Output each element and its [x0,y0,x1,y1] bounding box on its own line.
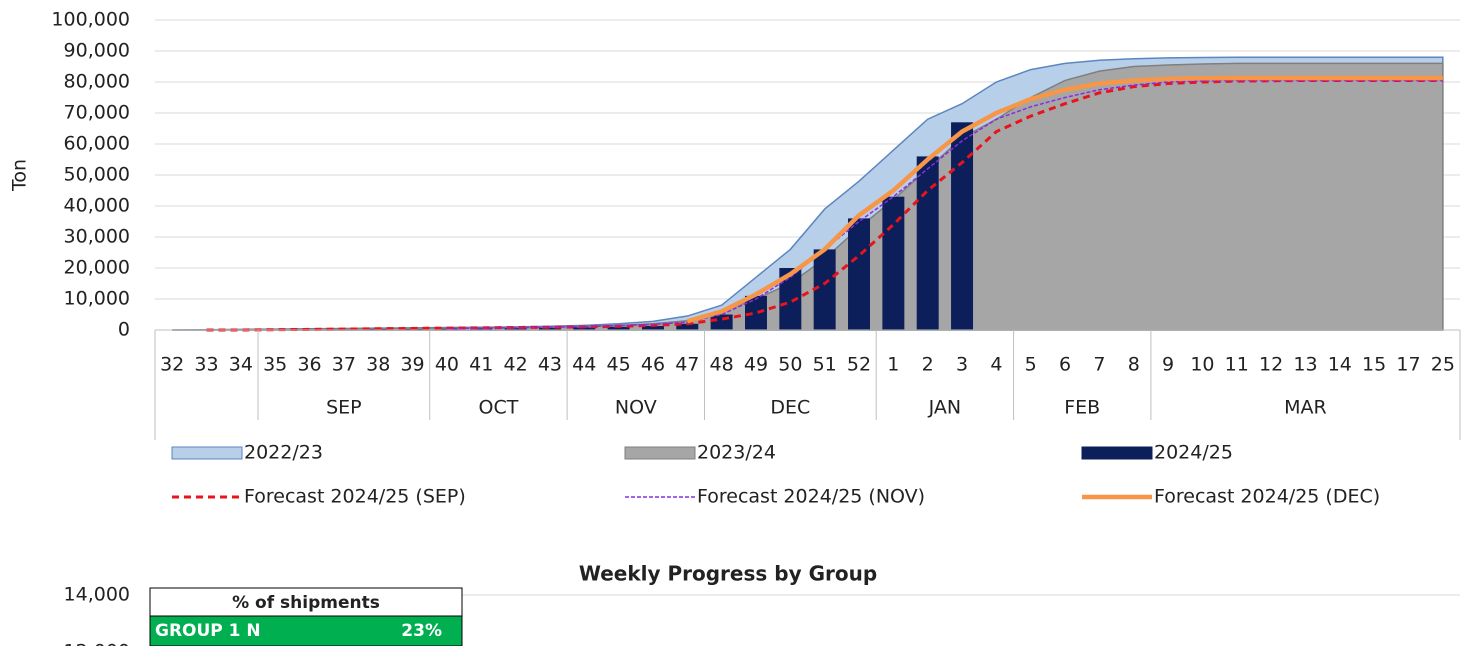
line [206,78,1443,332]
x-tick-label: 9 [1162,354,1174,376]
bar [607,326,630,330]
x-tick-label: 7 [1093,354,1105,376]
group-label: OCT [479,397,519,419]
legend-swatch [171,446,243,460]
x-tick-label: 3 [956,354,968,376]
x-tick-label: 25 [1431,354,1455,376]
x-tick-label: 50 [778,354,802,376]
y-tick-label: 100,000 [51,9,130,31]
legend-swatch [1081,446,1153,460]
x-tick-label: 35 [263,354,287,376]
chart-title: Weekly Progress by Group [579,562,877,586]
x-tick-label: 47 [675,354,699,376]
x-tick-label: 39 [400,354,424,376]
bar [676,323,699,330]
x-tick-label: 4 [990,354,1002,376]
legend-label: 2022/23 [244,442,323,464]
y-tick-label: 10,000 [64,288,130,310]
table-cell: 23% [401,621,442,641]
group-label: DEC [770,397,810,419]
bar [882,196,905,330]
group-label: NOV [615,397,657,419]
bar [848,218,871,330]
x-tick-label: 42 [503,354,527,376]
x-tick-label: 14 [1328,354,1352,376]
y-tick-label: 30,000 [64,226,130,248]
x-tick-label: 2 [922,354,934,376]
area [172,62,1444,331]
y-tick-label: 20,000 [64,257,130,279]
group-label: FEB [1064,397,1100,419]
legend-label: Forecast 2024/25 (SEP) [244,486,466,508]
x-tick-label: 44 [572,354,596,376]
table-row [149,615,463,646]
y-tick-label: 90,000 [64,40,130,62]
x-tick-label: 5 [1025,354,1037,376]
x-tick-label: 51 [813,354,837,376]
legend-label: 2024/25 [1154,442,1233,464]
x-tick-label: 34 [229,354,253,376]
group-label: SEP [326,397,362,419]
x-tick-label: 46 [641,354,665,376]
x-tick-label: 32 [160,354,184,376]
x-tick-label: 48 [710,354,734,376]
x-tick-label: 6 [1059,354,1071,376]
y-tick-label: 0 [118,319,130,341]
bar [538,327,561,330]
legend-label: Forecast 2024/25 (NOV) [697,486,925,508]
x-tick-label: 37 [332,354,356,376]
bar [779,268,802,330]
y-tick-label: 60,000 [64,133,130,155]
bar [744,295,767,330]
y-tick-label: 12,000 [64,641,130,646]
line [686,75,1443,324]
y-tick-label: 50,000 [64,164,130,186]
x-tick-label: 49 [744,354,768,376]
y-tick-label: 70,000 [64,102,130,124]
x-tick-label: 52 [847,354,871,376]
bar [641,325,664,330]
table-cell: GROUP 1 N [155,621,261,641]
x-tick-label: 17 [1396,354,1420,376]
y-tick-label: 14,000 [64,584,130,606]
bar [470,328,493,330]
x-tick-label: 36 [297,354,321,376]
table-header-cell [149,587,463,617]
x-tick-label: 8 [1128,354,1140,376]
x-tick-label: 38 [366,354,390,376]
y-axis-label: Ton [9,159,31,192]
x-tick-label: 15 [1362,354,1386,376]
bar [813,249,836,330]
x-tick-label: 43 [538,354,562,376]
bar [916,156,939,330]
legend-swatch [624,446,696,460]
x-tick-label: 40 [435,354,459,376]
x-tick-label: 11 [1225,354,1249,376]
legend-label: 2023/24 [697,442,776,464]
group-label: MAR [1284,397,1327,419]
x-tick-label: 1 [887,354,899,376]
x-tick-label: 12 [1259,354,1283,376]
x-tick-label: 10 [1190,354,1214,376]
bar [504,328,527,330]
x-tick-label: 45 [607,354,631,376]
group-label: JAN [928,397,961,419]
y-tick-label: 80,000 [64,71,130,93]
x-tick-label: 33 [194,354,218,376]
x-tick-label: 13 [1293,354,1317,376]
x-tick-label: 41 [469,354,493,376]
bar [573,327,596,330]
table-header: % of shipments [232,593,380,613]
bar [951,122,974,330]
y-tick-label: 40,000 [64,195,130,217]
legend-label: Forecast 2024/25 (DEC) [1154,486,1380,508]
